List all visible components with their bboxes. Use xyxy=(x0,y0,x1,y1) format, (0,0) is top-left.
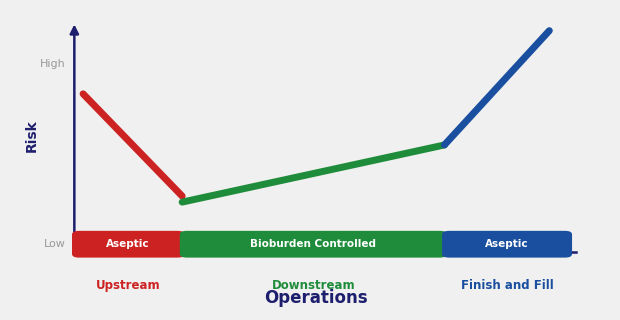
FancyBboxPatch shape xyxy=(180,231,447,258)
FancyBboxPatch shape xyxy=(72,231,185,258)
Text: Operations: Operations xyxy=(264,289,368,308)
Text: Bioburden Controlled: Bioburden Controlled xyxy=(250,239,376,249)
Text: Finish and Fill: Finish and Fill xyxy=(461,279,554,292)
FancyBboxPatch shape xyxy=(442,231,572,258)
Text: High: High xyxy=(40,59,66,69)
Text: Aseptic: Aseptic xyxy=(485,239,529,249)
Text: Upstream: Upstream xyxy=(96,279,161,292)
Text: Risk: Risk xyxy=(25,120,39,152)
Text: Downstream: Downstream xyxy=(272,279,355,292)
Text: Aseptic: Aseptic xyxy=(107,239,150,249)
Text: Low: Low xyxy=(44,239,66,249)
